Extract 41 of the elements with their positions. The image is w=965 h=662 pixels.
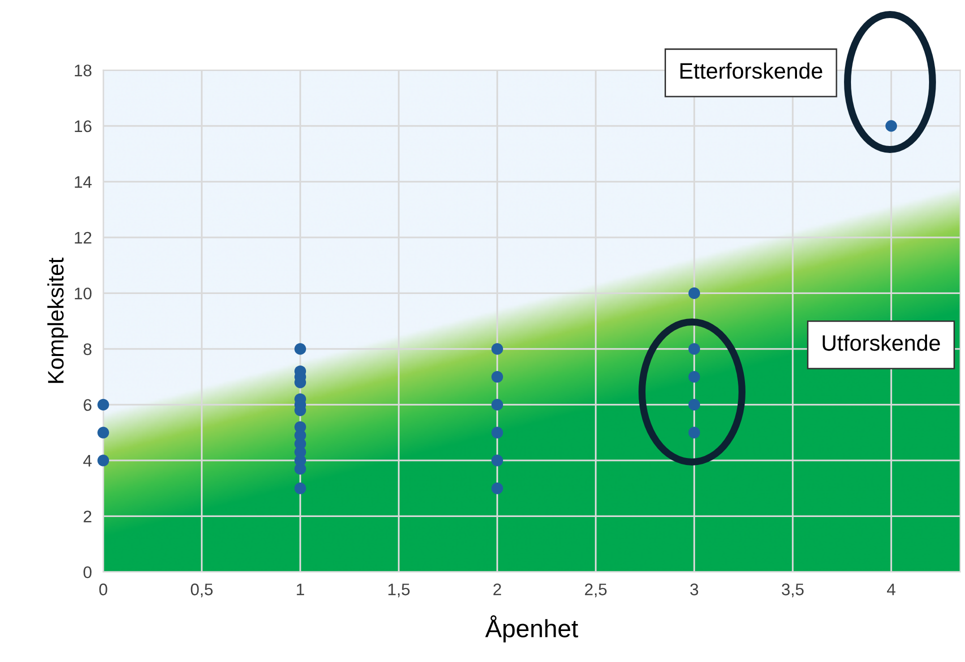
y-tick-label: 14 xyxy=(74,176,92,188)
point xyxy=(294,343,306,355)
point xyxy=(688,426,700,438)
x-tick-label: 3,5 xyxy=(782,584,804,598)
y-tick-label: 8 xyxy=(84,343,92,356)
y-tick-label: 0 xyxy=(84,566,92,578)
y-tick-label: 18 xyxy=(74,64,92,76)
x-tick-label: 1 xyxy=(296,584,304,596)
point xyxy=(688,343,700,355)
point xyxy=(491,343,504,355)
point xyxy=(688,371,700,383)
annotation: Utforskende xyxy=(822,334,940,351)
point xyxy=(491,426,504,438)
x-tick-label: 0 xyxy=(99,584,108,596)
point xyxy=(491,398,504,411)
y-tick-label: 12 xyxy=(74,232,92,244)
x-tick-label: 3 xyxy=(690,584,698,596)
point xyxy=(688,287,700,300)
x-tick-label: 0,5 xyxy=(190,584,213,598)
x-tick-label: 1,5 xyxy=(388,584,410,598)
x-axis-title: Åpenhet xyxy=(485,615,578,642)
x-tick-label: 4 xyxy=(886,584,896,596)
x-tick-label: 2 xyxy=(493,584,502,596)
point xyxy=(97,398,110,411)
point xyxy=(294,421,306,433)
point xyxy=(97,454,110,466)
y-tick-label: 16 xyxy=(74,120,92,132)
y-axis-title: Kompleksitet xyxy=(47,258,68,383)
x-tick-label: 2,5 xyxy=(584,584,607,598)
point xyxy=(294,482,306,494)
annotation: Etterforskende xyxy=(680,62,822,79)
y-tick-label: 6 xyxy=(84,399,92,411)
point xyxy=(491,482,504,494)
point xyxy=(491,371,504,383)
y-tick-label: 2 xyxy=(84,510,92,522)
y-tick-label: 10 xyxy=(74,288,92,300)
point xyxy=(885,120,898,132)
point xyxy=(688,398,700,411)
point xyxy=(97,426,110,438)
y-tick-label: 4 xyxy=(83,455,92,466)
point xyxy=(491,454,504,466)
